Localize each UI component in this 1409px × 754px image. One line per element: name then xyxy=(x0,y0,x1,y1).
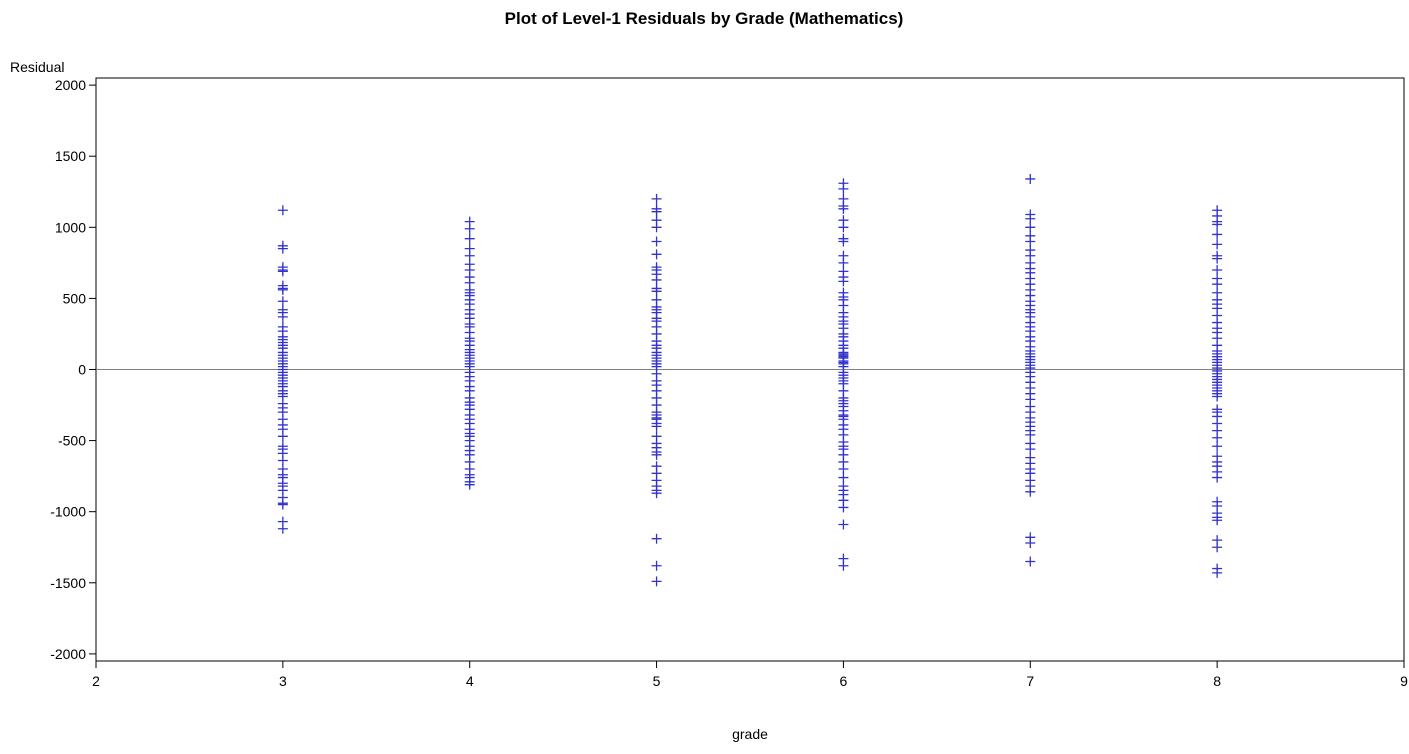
data-point-plus-marker xyxy=(1212,219,1223,230)
data-point-plus-marker xyxy=(651,421,662,432)
data-point-plus-marker xyxy=(1025,537,1036,548)
data-point-plus-marker xyxy=(651,286,662,297)
data-point-plus-marker xyxy=(1212,515,1223,526)
data-point-plus-marker xyxy=(277,296,288,307)
data-point-plus-marker xyxy=(651,533,662,544)
x-tick-label: 2 xyxy=(92,673,100,689)
data-point-plus-marker xyxy=(838,236,849,247)
y-axis-ticks: 2000 1500 1000 500 0 -500 -1000 -1500 -2000 xyxy=(50,77,96,662)
y-tick-label: 500 xyxy=(63,290,87,306)
data-point-plus-marker xyxy=(838,257,849,268)
data-point-plus-marker xyxy=(277,431,288,442)
data-point-plus-marker xyxy=(838,222,849,233)
data-point-plus-marker xyxy=(838,203,849,214)
data-point-plus-marker xyxy=(1212,472,1223,483)
data-point-plus-marker xyxy=(277,243,288,254)
y-tick-label: 1500 xyxy=(55,148,86,164)
y-axis-label: Residual xyxy=(10,59,64,75)
data-point-plus-marker xyxy=(1212,253,1223,264)
data-point-plus-marker xyxy=(1025,236,1036,247)
y-tick-label: 2000 xyxy=(55,77,86,93)
data-point-plus-marker xyxy=(1025,556,1036,567)
y-tick-label: 1000 xyxy=(55,219,86,235)
x-tick-label: 5 xyxy=(653,673,661,689)
data-points xyxy=(277,173,1223,587)
data-point-plus-marker xyxy=(1212,239,1223,250)
data-point-plus-marker xyxy=(1212,567,1223,578)
data-point-plus-marker xyxy=(651,236,662,247)
x-tick-label: 8 xyxy=(1213,673,1221,689)
data-point-plus-marker xyxy=(1212,391,1223,402)
data-point-plus-marker xyxy=(1212,441,1223,452)
data-point-plus-marker xyxy=(1025,444,1036,455)
data-point-plus-marker xyxy=(1025,213,1036,224)
data-point-plus-marker xyxy=(464,223,475,234)
data-point-plus-marker xyxy=(651,274,662,285)
data-point-plus-marker xyxy=(277,499,288,510)
data-point-plus-marker xyxy=(1025,222,1036,233)
data-point-plus-marker xyxy=(464,233,475,244)
data-point-plus-marker xyxy=(1212,264,1223,275)
data-point-plus-marker xyxy=(464,479,475,490)
data-point-plus-marker xyxy=(1212,542,1223,553)
data-point-plus-marker xyxy=(464,250,475,261)
data-point-plus-marker xyxy=(651,222,662,233)
data-point-plus-marker xyxy=(651,449,662,460)
x-tick-label: 7 xyxy=(1026,673,1034,689)
y-tick-label: -1000 xyxy=(50,504,86,520)
data-point-plus-marker xyxy=(1212,432,1223,443)
data-point-plus-marker xyxy=(651,193,662,204)
x-axis-ticks: 2 3 4 5 6 7 8 9 xyxy=(92,661,1408,689)
data-point-plus-marker xyxy=(1212,229,1223,240)
data-point-plus-marker xyxy=(277,523,288,534)
x-axis-label: grade xyxy=(732,726,768,742)
data-point-plus-marker xyxy=(838,519,849,530)
data-point-plus-marker xyxy=(651,249,662,260)
data-point-plus-marker xyxy=(1212,279,1223,290)
data-point-plus-marker xyxy=(838,183,849,194)
data-point-plus-marker xyxy=(277,205,288,216)
x-tick-label: 4 xyxy=(466,673,474,689)
data-point-plus-marker xyxy=(1025,173,1036,184)
chart-title: Plot of Level-1 Residuals by Grade (Math… xyxy=(505,9,904,28)
x-tick-label: 9 xyxy=(1400,673,1408,689)
data-point-plus-marker xyxy=(651,560,662,571)
data-point-plus-marker xyxy=(651,488,662,499)
y-tick-label: -2000 xyxy=(50,646,86,662)
data-point-plus-marker xyxy=(277,266,288,277)
data-point-plus-marker xyxy=(277,284,288,295)
data-point-plus-marker xyxy=(1025,486,1036,497)
data-point-plus-marker xyxy=(838,560,849,571)
data-point-plus-marker xyxy=(838,276,849,287)
y-tick-label: -1500 xyxy=(50,575,86,591)
x-tick-label: 3 xyxy=(279,673,287,689)
data-point-plus-marker xyxy=(838,472,849,483)
data-point-plus-marker xyxy=(651,206,662,217)
y-tick-label: -500 xyxy=(58,433,86,449)
y-tick-label: 0 xyxy=(78,362,86,378)
data-point-plus-marker xyxy=(838,502,849,513)
data-point-plus-marker xyxy=(277,311,288,322)
data-point-plus-marker xyxy=(1025,429,1036,440)
data-point-plus-marker xyxy=(651,576,662,587)
x-tick-label: 6 xyxy=(840,673,848,689)
data-point-plus-marker xyxy=(838,464,849,475)
data-point-plus-marker xyxy=(277,455,288,466)
